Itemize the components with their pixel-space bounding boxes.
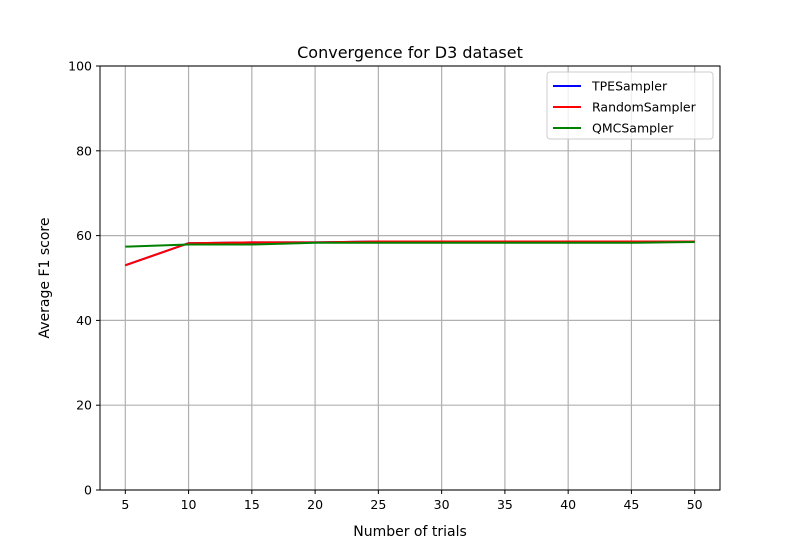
y-tick-label: 60 [76, 228, 92, 243]
x-axis-title: Number of trials [353, 524, 467, 540]
y-tick-label: 20 [76, 398, 92, 413]
x-tick-label: 10 [181, 497, 197, 512]
chart-title: Convergence for D3 dataset [297, 43, 523, 62]
plot-frame [99, 65, 721, 491]
x-tick-label: 45 [623, 497, 639, 512]
series-line-qmcsampler [125, 240, 695, 248]
legend-box [546, 71, 714, 140]
x-tick-label: 35 [497, 497, 513, 512]
y-tick-label: 40 [76, 313, 92, 328]
series-lines [124, 240, 695, 267]
x-tick-label: 40 [560, 497, 576, 512]
y-tick-label: 0 [84, 483, 92, 498]
x-tick-label: 50 [687, 497, 703, 512]
x-tick-label: 5 [121, 497, 129, 512]
axis-ticks: 5 10 15 20 25 30 35 40 45 50 0 20 40 60 80 100 [68, 59, 703, 513]
series-line-randomsampler [124, 240, 695, 267]
y-axis-title: Average F1 score [37, 218, 53, 339]
legend-label: RandomSampler [592, 100, 697, 115]
x-tick-label: 25 [370, 497, 386, 512]
legend-label: TPESampler [591, 79, 668, 94]
y-tick-label: 100 [68, 59, 92, 74]
legend-label: QMCSampler [592, 121, 674, 136]
x-tick-label: 20 [307, 497, 323, 512]
x-tick-label: 15 [244, 497, 260, 512]
x-tick-label: 30 [434, 497, 450, 512]
y-tick-label: 80 [76, 143, 92, 158]
legend: TPESampler RandomSampler QMCSampler [546, 71, 714, 140]
